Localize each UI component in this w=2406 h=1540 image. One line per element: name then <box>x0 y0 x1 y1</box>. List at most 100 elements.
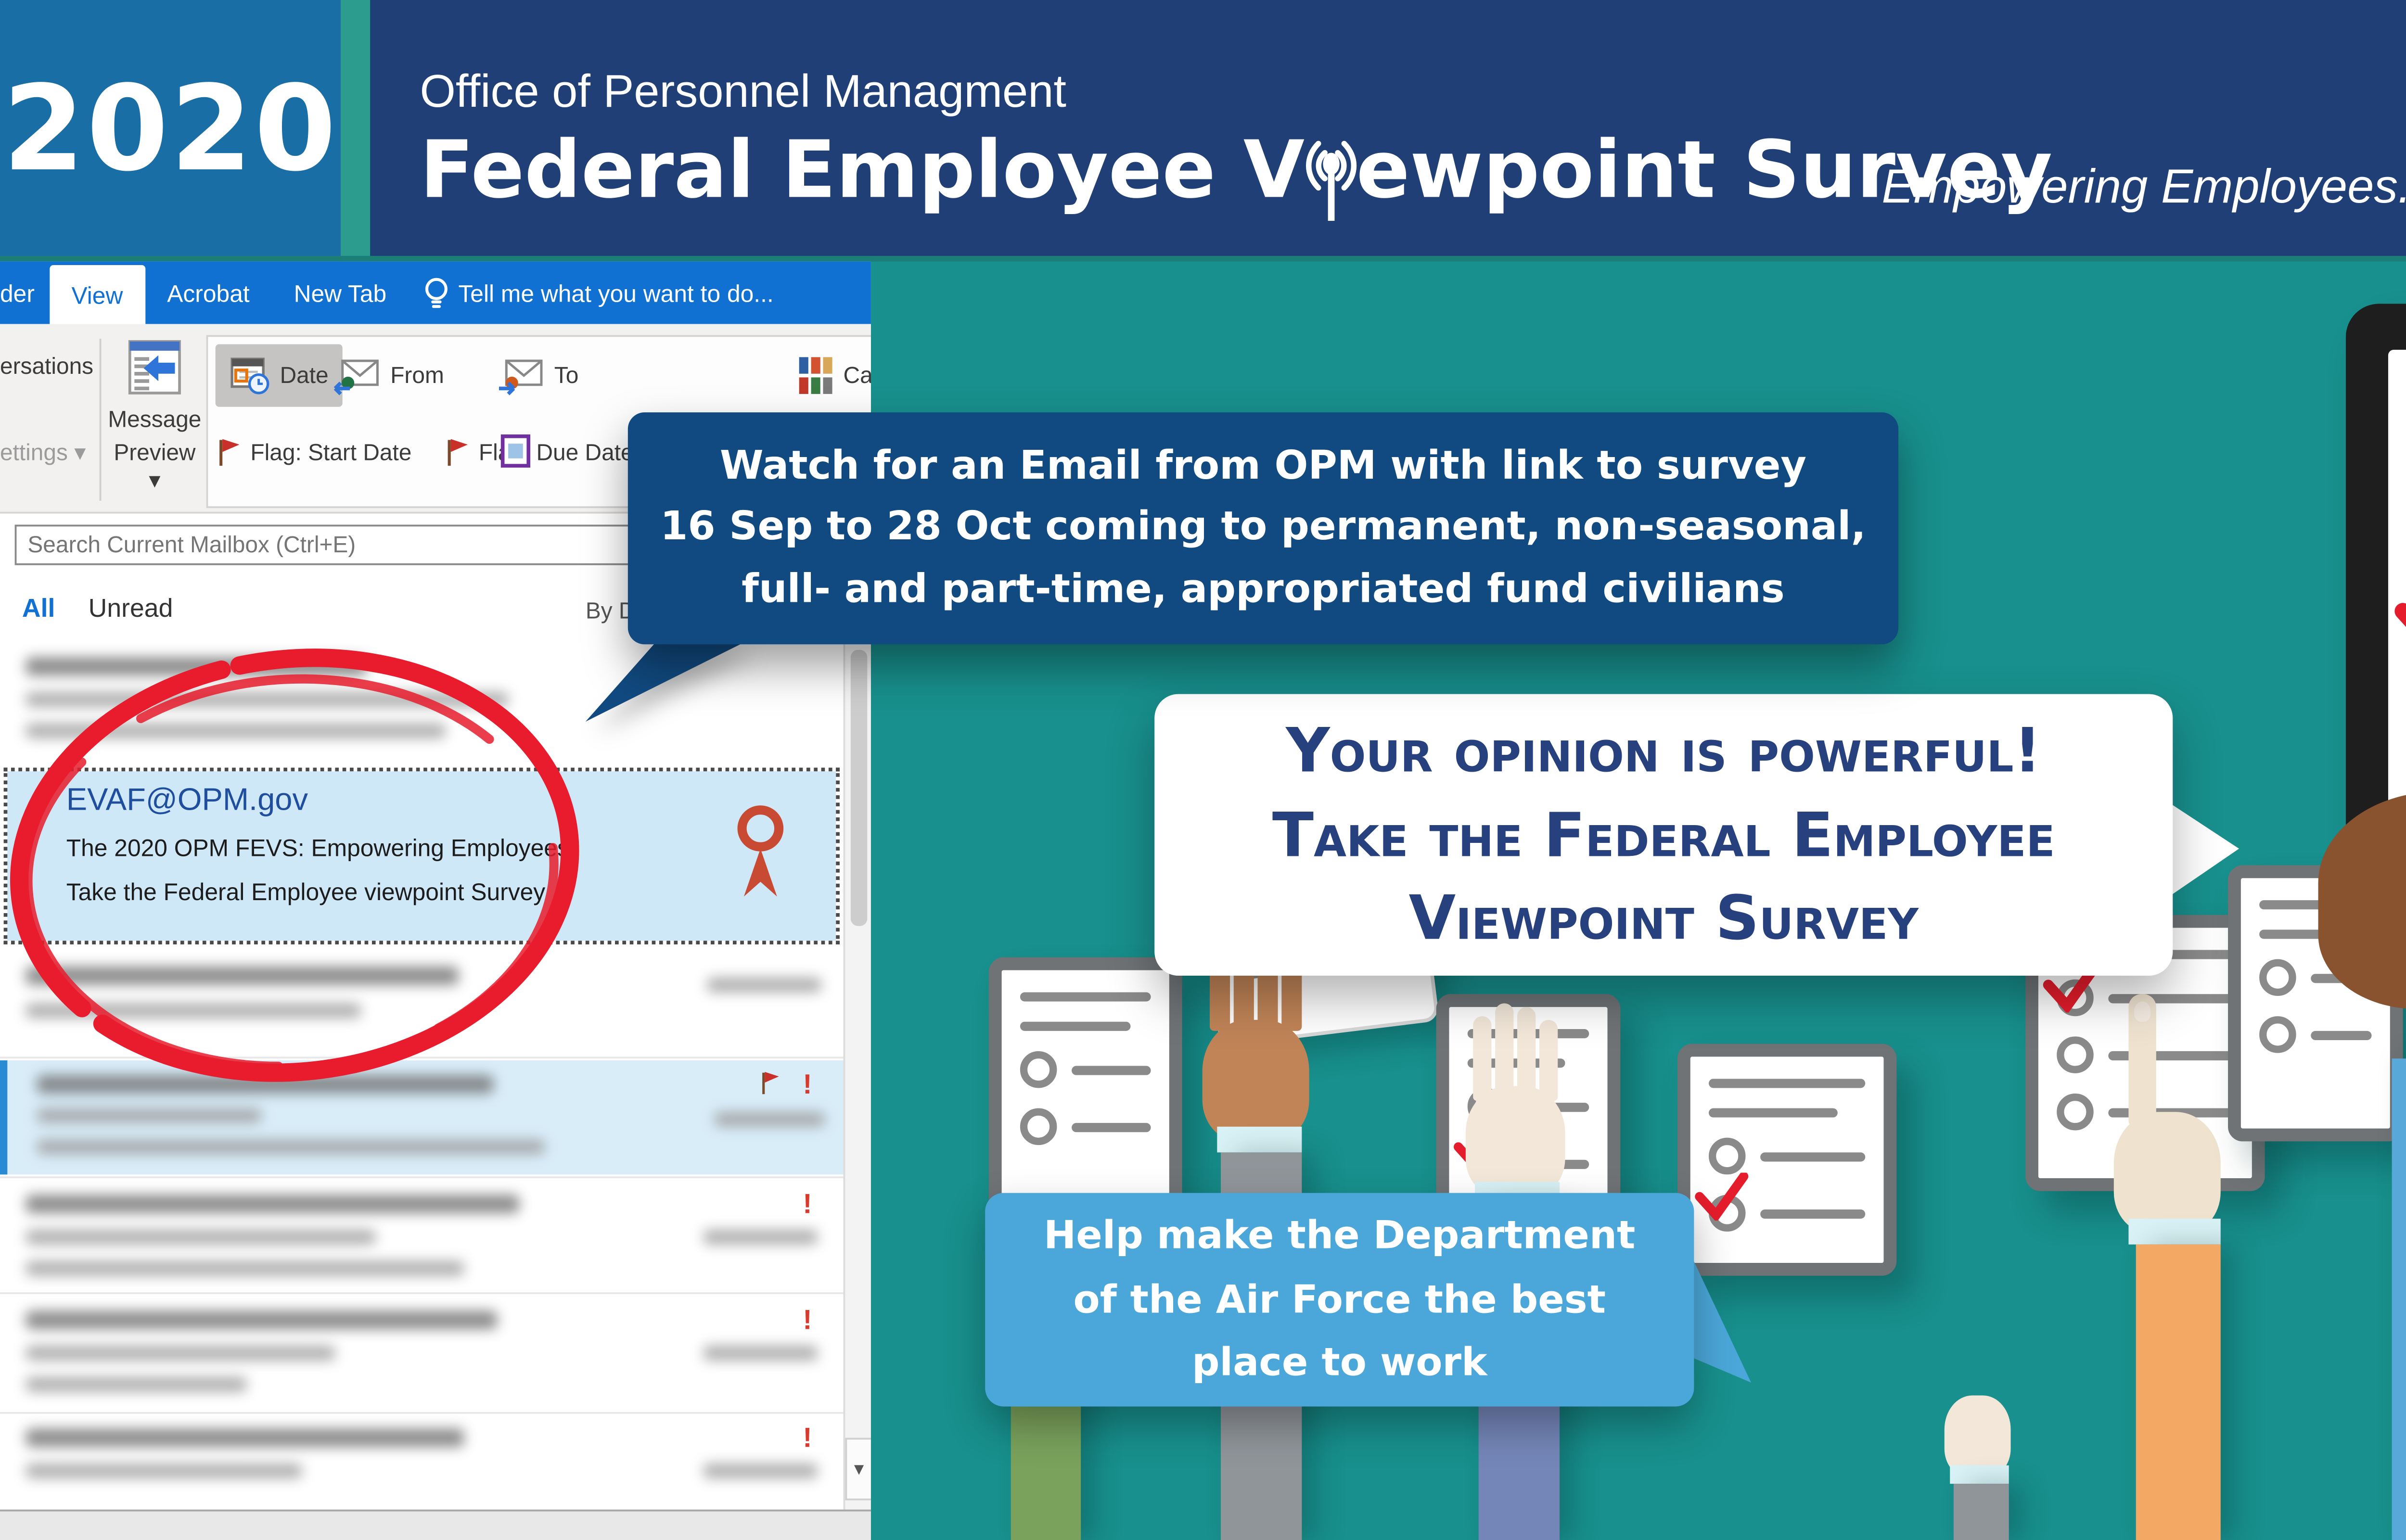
watch-line-2: 16 Sep to 28 Oct coming to permanent, no… <box>660 505 1866 551</box>
tab-view[interactable]: View <box>49 265 145 324</box>
message-preview-icon <box>128 340 181 395</box>
tab-new-tab[interactable]: New Tab <box>294 279 387 307</box>
flag-due-date-button[interactable]: Flag: Due Date <box>444 436 634 470</box>
flag-start-label: Flag: Start Date <box>250 440 412 466</box>
survey-card <box>1677 1044 1897 1276</box>
categories-button[interactable]: Cat <box>797 356 879 396</box>
red-check-icon <box>2043 957 2104 1013</box>
calendar-icon <box>230 357 269 395</box>
email-row-blurred[interactable]: ! <box>0 1178 844 1292</box>
banner-tagline: Empowering Employees. Inspiring Change. <box>1881 158 2406 214</box>
to-label: To <box>554 362 579 389</box>
email-subject: The 2020 OPM FEVS: Empowering Employees, <box>66 834 576 862</box>
email-preview: Take the Federal Employee viewpoint Surv… <box>66 878 546 906</box>
date-label: Date <box>280 362 329 389</box>
to-envelope-icon <box>499 359 543 395</box>
scrollbar-thumb[interactable] <box>850 649 868 926</box>
flag-icon <box>762 1071 779 1095</box>
watch-line-1: Watch for an Email from OPM with link to… <box>719 444 1807 490</box>
flag-icon <box>219 439 240 466</box>
help-line-1: Help make the Department <box>1044 1213 1636 1258</box>
tab-folder-partial[interactable]: der <box>0 279 35 307</box>
email-row-blurred[interactable] <box>0 948 844 1055</box>
arm-sleeve <box>2136 1244 2221 1540</box>
help-line-2: of the Air Force the best <box>1073 1277 1606 1322</box>
opinion-line-2: Take the Federal Employee <box>1272 798 2055 870</box>
scrollbar[interactable]: ▼ <box>843 642 873 1510</box>
scrollbar-down-button[interactable]: ▼ <box>845 1438 873 1501</box>
flag-start-date-button[interactable]: Flag: Start Date <box>216 436 412 470</box>
status-bar <box>0 1509 871 1540</box>
tell-me-label: Tell me what you want to do... <box>458 279 774 307</box>
from-label: From <box>390 362 444 389</box>
opinion-box-tail <box>2169 802 2240 897</box>
hand <box>2113 1112 2221 1234</box>
flag-icon <box>448 439 468 466</box>
email-row-selected-blurred[interactable]: ! <box>0 1060 851 1175</box>
banner-title: Federal Employee V ewpoint Survey <box>420 125 2053 221</box>
importance-icon: ! <box>803 1189 812 1221</box>
categories-icon <box>799 357 832 394</box>
finger <box>1539 1019 1558 1101</box>
message-preview-label-1: Message <box>108 407 202 433</box>
email-sender: EVAF@OPM.gov <box>66 782 308 817</box>
message-preview-label-2: Preview ▾ <box>114 439 196 494</box>
tell-me-box[interactable]: Tell me what you want to do... <box>409 261 788 324</box>
sort-by-date-button[interactable]: Date <box>215 344 344 407</box>
hand <box>1202 1019 1309 1142</box>
email-row-evaf[interactable]: EVAF@OPM.gov The 2020 OPM FEVS: Empoweri… <box>3 767 840 944</box>
outlook-ribbon-tabbar: der View Acrobat New Tab Tell me what yo… <box>0 261 871 324</box>
banner-underline <box>0 255 2406 262</box>
ribbon-divider <box>99 339 102 501</box>
banner-year: 2020 <box>2 63 338 199</box>
sort-by-from-button[interactable]: From <box>333 356 444 396</box>
task-icon <box>500 434 531 468</box>
banner-year-panel: 2020 <box>0 0 341 262</box>
opinion-box: Your opinion is powerful! Take the Feder… <box>1154 694 2173 976</box>
award-ribbon-icon <box>737 805 784 897</box>
email-row-blurred[interactable]: ! <box>0 1414 844 1510</box>
email-row-blurred[interactable]: ! <box>0 1294 844 1412</box>
sort-by-to-button[interactable]: To <box>497 356 578 396</box>
help-line-3: place to work <box>1192 1340 1487 1385</box>
help-callout: Help make the Department of the Air Forc… <box>985 1193 1694 1407</box>
help-callout-tail <box>1690 1253 1752 1383</box>
opinion-line-1: Your opinion is powerful! <box>1286 714 2042 787</box>
banner-title-post: ewpoint Survey <box>1356 125 2053 217</box>
watch-line-3: full- and part-time, appropriated fund c… <box>742 566 1785 612</box>
banner-title-pre: Federal Employee V <box>420 125 1305 217</box>
lightbulb-icon <box>425 277 448 307</box>
red-check-icon <box>1695 1172 1749 1221</box>
from-envelope-icon <box>333 359 379 395</box>
outlook-ribbon: ersations ettings ▾ Message Preview ▾ <box>0 324 879 514</box>
watch-callout: Watch for an Email from OPM with link to… <box>627 412 1899 645</box>
finger <box>1473 1016 1492 1101</box>
outlook-window: der View Acrobat New Tab Tell me what yo… <box>0 261 879 1540</box>
finger <box>1495 1003 1514 1099</box>
banner: 2020 Office of Personnel Managment Feder… <box>0 0 2406 262</box>
hand <box>1944 1395 2011 1476</box>
finger <box>1517 1007 1536 1099</box>
tablet-screen <box>2388 350 2406 884</box>
banner-org: Office of Personnel Managment <box>420 66 1067 118</box>
message-preview-button[interactable]: Message Preview ▾ <box>107 339 203 497</box>
conversations-label-partial[interactable]: ersations <box>0 353 94 380</box>
arm-sleeve <box>2392 1058 2406 1540</box>
importance-icon: ! <box>803 1305 812 1337</box>
banner-divider <box>340 0 371 262</box>
arm-sleeve <box>1953 1484 2009 1540</box>
importance-icon: ! <box>803 1069 812 1101</box>
email-list: EVAF@OPM.gov The 2020 OPM FEVS: Empoweri… <box>0 642 871 1510</box>
watch-callout-tail <box>585 642 744 722</box>
importance-icon: ! <box>803 1423 812 1454</box>
tab-acrobat[interactable]: Acrobat <box>167 279 250 307</box>
scroll-down-icon: ▼ <box>850 1460 868 1478</box>
red-check-icon <box>2394 603 2406 627</box>
survey-card <box>988 957 1182 1215</box>
opinion-line-3: Viewpoint Survey <box>1408 882 1919 955</box>
filter-unread[interactable]: Unread <box>88 593 173 623</box>
filter-all[interactable]: All <box>22 593 55 623</box>
antenna-icon <box>1305 140 1356 221</box>
settings-label-partial[interactable]: ettings ▾ <box>0 440 86 466</box>
